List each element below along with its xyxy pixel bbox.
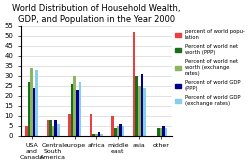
- Bar: [57, 124, 59, 136]
- Bar: [165, 128, 168, 136]
- Bar: [98, 132, 100, 136]
- Bar: [111, 116, 114, 136]
- Bar: [47, 120, 49, 136]
- Bar: [33, 88, 35, 136]
- Bar: [100, 134, 103, 136]
- Bar: [136, 76, 138, 136]
- Bar: [141, 74, 143, 136]
- Bar: [138, 86, 141, 136]
- Bar: [25, 126, 28, 136]
- Bar: [95, 134, 98, 136]
- Bar: [71, 84, 74, 136]
- Bar: [157, 128, 160, 136]
- Bar: [143, 88, 146, 136]
- Bar: [122, 126, 124, 136]
- Bar: [36, 70, 38, 136]
- Bar: [30, 68, 33, 136]
- Bar: [74, 76, 76, 136]
- Bar: [116, 126, 119, 136]
- Bar: [76, 90, 78, 136]
- Bar: [162, 126, 165, 136]
- Bar: [52, 126, 54, 136]
- Bar: [119, 124, 122, 136]
- Bar: [90, 114, 92, 136]
- Bar: [133, 32, 136, 136]
- Bar: [92, 134, 95, 136]
- Bar: [54, 120, 57, 136]
- Bar: [160, 128, 162, 136]
- Legend: percent of world popu-
lation, Percent of world net
worth (PPP), Percent of worl: percent of world popu- lation, Percent o…: [174, 28, 246, 107]
- Bar: [78, 82, 81, 136]
- Bar: [49, 120, 52, 136]
- Bar: [114, 128, 116, 136]
- Bar: [68, 114, 71, 136]
- Title: World Distribution of Household Wealth,
GDP, and Population in the Year 2000: World Distribution of Household Wealth, …: [12, 4, 180, 24]
- Bar: [28, 82, 30, 136]
